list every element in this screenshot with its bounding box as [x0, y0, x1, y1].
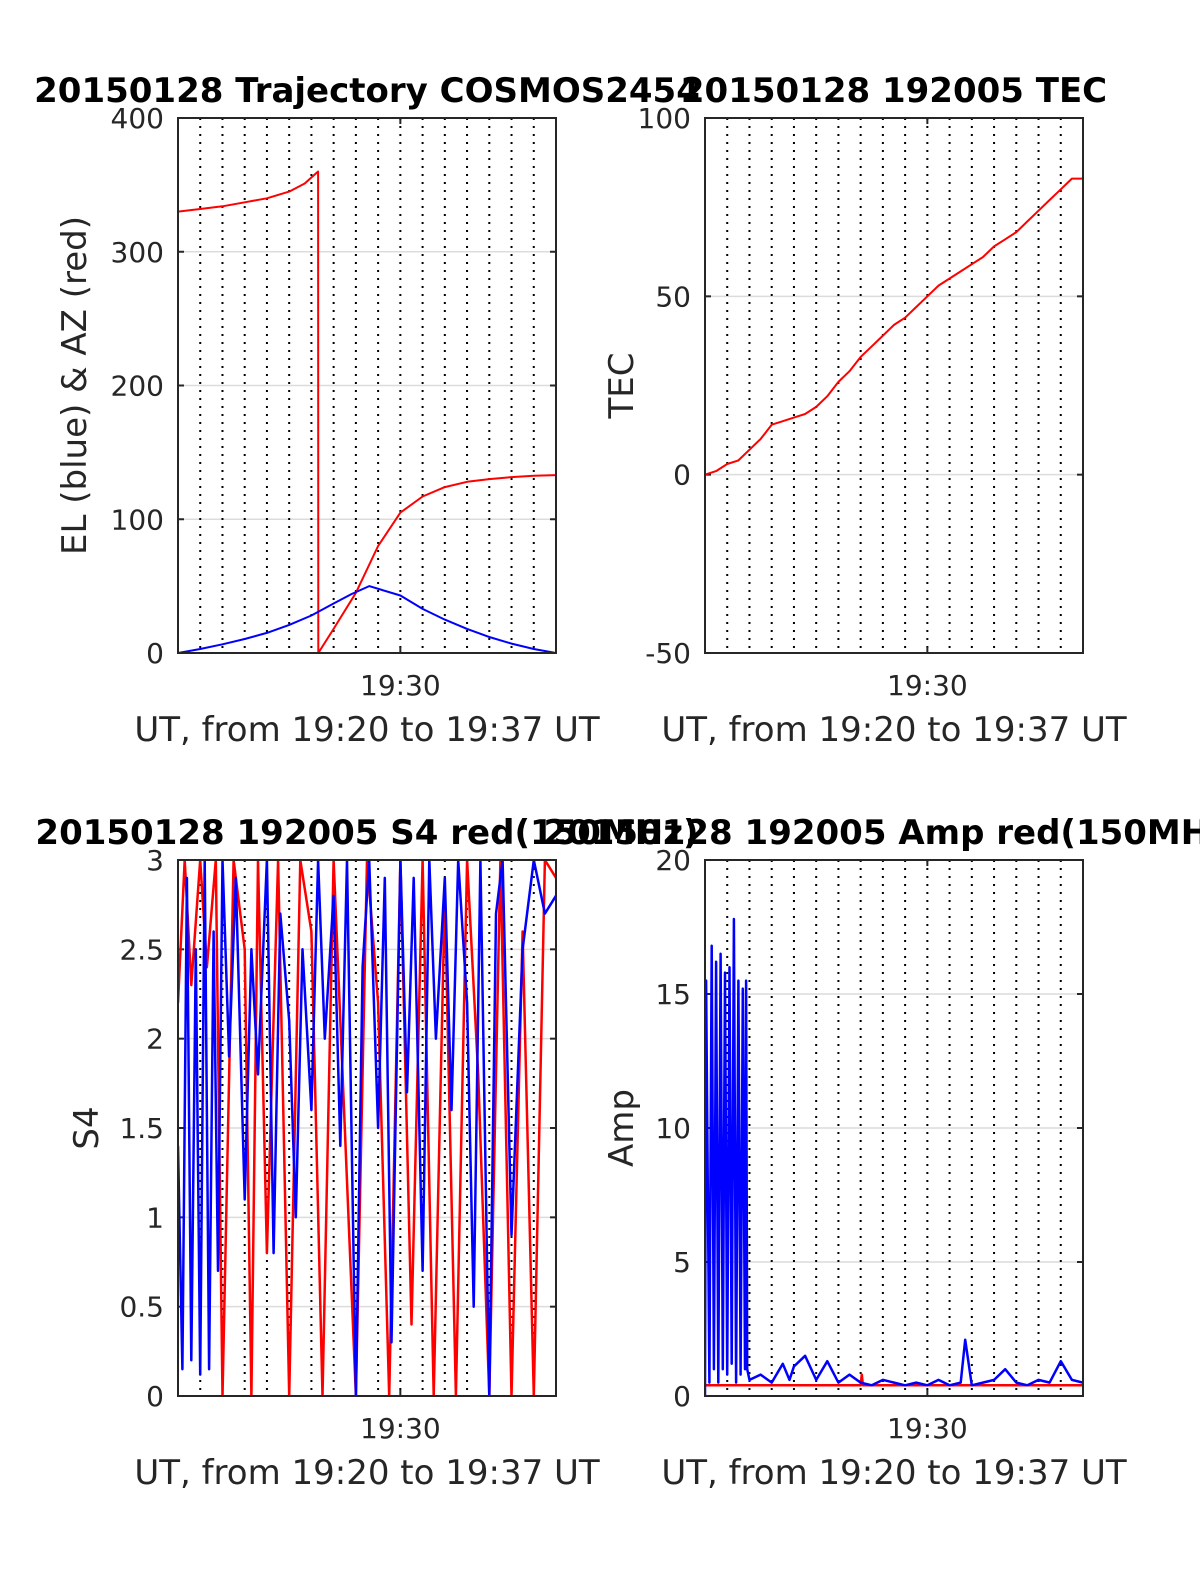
series-group — [705, 917, 1083, 1396]
y-tick-label: 0 — [146, 637, 164, 670]
x-axis-label: UT, from 19:20 to 19:37 UT — [134, 710, 600, 750]
y-tick-label: 0 — [673, 1380, 691, 1413]
y-tick-label: 100 — [638, 102, 691, 135]
y-tick-label: 100 — [111, 503, 164, 536]
y-tick-label: 5 — [673, 1246, 691, 1279]
y-tick-label: -50 — [645, 637, 691, 670]
x-axis-label: UT, from 19:20 to 19:37 UT — [134, 1453, 600, 1493]
series-group — [705, 177, 1083, 476]
plot-frame — [177, 859, 557, 1397]
series-line-red — [178, 170, 556, 653]
y-tick-label: 1 — [146, 1201, 164, 1234]
series-line-blue — [705, 917, 1083, 1396]
x-tick-label: 19:30 — [360, 1412, 441, 1445]
y-tick-label: 50 — [655, 280, 691, 313]
series-line-red — [705, 1373, 1083, 1387]
x-tick-label: 19:30 — [887, 1412, 968, 1445]
chart-title: 20150128 192005 Amp red(150MHz) — [543, 813, 1200, 853]
chart-title: 20150128 192005 TEC — [681, 71, 1107, 111]
series-line-blue — [178, 585, 556, 653]
chart-tec: -50 0 50 100 19:30 20150128 192005 TEC UT, fro… — [602, 71, 1127, 750]
chart-traj: 0 100 200 300 400 19:30 20150128 Trajectory CO… — [34, 71, 700, 750]
x-tick-label: 19:30 — [887, 669, 968, 702]
y-tick-label: 20 — [655, 844, 691, 877]
y-tick-label: 0 — [673, 459, 691, 492]
y-tick-label: 200 — [111, 370, 164, 403]
y-tick-label: 300 — [111, 236, 164, 269]
chart-amp: 0 5 10 15 20 19:30 20150128 192005 Amp red(150… — [543, 813, 1200, 1493]
y-tick-label: 1.5 — [119, 1112, 164, 1145]
y-axis-label: Amp — [602, 1089, 642, 1167]
y-tick-label: 0.5 — [119, 1291, 164, 1324]
y-tick-label: 3 — [146, 844, 164, 877]
chart-title: 20150128 192005 S4 red(150MHz) — [35, 813, 698, 853]
y-axis-label: EL (blue) & AZ (red) — [55, 216, 95, 555]
x-axis-label: UT, from 19:20 to 19:37 UT — [661, 710, 1127, 750]
y-axis-label: TEC — [602, 353, 642, 420]
plot-frame — [704, 117, 1084, 654]
x-tick-label: 19:30 — [360, 669, 441, 702]
plot-frame — [177, 117, 557, 654]
series-line-blue — [178, 860, 556, 1396]
chart-title: 20150128 Trajectory COSMOS2454 — [34, 71, 700, 111]
y-tick-label: 2 — [146, 1023, 164, 1056]
series-group — [178, 170, 556, 653]
chart-s4: 0 0.5 1 1.5 2 2.5 3 19:30 20150128 192005 S4 red… — [35, 813, 698, 1493]
y-tick-label: 400 — [111, 102, 164, 135]
y-tick-label: 0 — [146, 1380, 164, 1413]
x-axis-label: UT, from 19:20 to 19:37 UT — [661, 1453, 1127, 1493]
series-line-red — [705, 177, 1083, 476]
y-tick-label: 15 — [655, 978, 691, 1011]
y-tick-label: 10 — [655, 1112, 691, 1145]
y-axis-label: S4 — [67, 1106, 107, 1149]
series-group — [178, 860, 556, 1396]
plot-frame — [704, 859, 1084, 1397]
y-tick-label: 2.5 — [119, 933, 164, 966]
